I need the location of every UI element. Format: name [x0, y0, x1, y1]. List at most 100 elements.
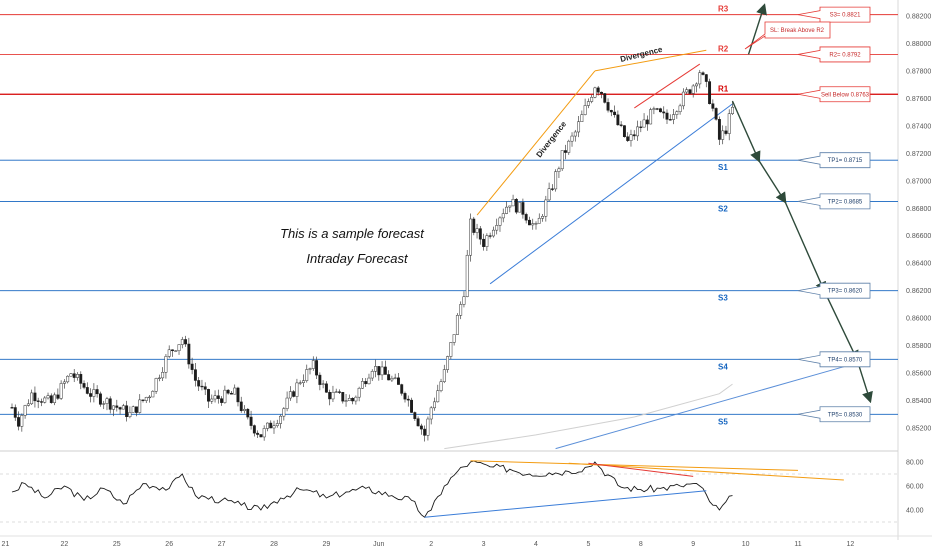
- callout-text-s1: TP1= 0.8715: [828, 158, 863, 164]
- forecast-arrow-segment: [731, 100, 761, 163]
- x-tick-label: 2: [429, 541, 433, 548]
- candle-body: [721, 130, 725, 140]
- candle-body: [338, 391, 341, 393]
- y-tick-label: 0.88000: [906, 41, 931, 48]
- candle-body: [577, 121, 581, 133]
- candle-body: [727, 113, 731, 134]
- candle-body: [262, 428, 266, 438]
- candle-body: [210, 398, 214, 402]
- y-tick-label: 0.87000: [906, 178, 931, 185]
- y-tick-label: 0.87400: [906, 123, 931, 130]
- candle-body: [95, 389, 99, 395]
- candle-body: [374, 366, 377, 372]
- candle-body: [259, 434, 263, 438]
- candle-body: [10, 407, 14, 409]
- callout-text-s3: TP3= 0.8620: [828, 289, 863, 295]
- callout-text-s4: TP4= 0.8570: [828, 357, 863, 363]
- candle-body: [416, 418, 420, 427]
- candle-body: [288, 391, 292, 399]
- y-tick-label: 0.85800: [906, 343, 931, 350]
- candle-body: [550, 188, 554, 190]
- level-label-s2: S2: [718, 204, 728, 213]
- candle-body: [659, 108, 662, 113]
- candle-body: [341, 392, 345, 402]
- callout-box: [797, 6, 871, 23]
- candle-body: [43, 397, 47, 403]
- candle-body: [711, 103, 715, 109]
- candle-body: [465, 254, 469, 297]
- candle-body: [436, 390, 440, 403]
- callout-text-s2: TP2= 0.8685: [828, 199, 863, 205]
- y-tick-label: 0.86600: [906, 233, 931, 240]
- candle-body: [691, 85, 695, 94]
- candle-body: [239, 401, 243, 411]
- candle-body: [547, 188, 551, 201]
- candle-body: [488, 235, 492, 237]
- forecast-arrow-segment: [758, 159, 787, 204]
- y-tick-label: 0.88200: [906, 14, 931, 21]
- level-label-s4: S4: [718, 362, 728, 371]
- candle-body: [586, 101, 590, 106]
- candle-body: [678, 105, 682, 113]
- candle-body: [665, 112, 669, 120]
- callout-text-r2: R2= 0.8792: [829, 52, 861, 58]
- candle-body: [645, 119, 649, 125]
- candle-body: [708, 81, 712, 104]
- level-label-r2: R2: [718, 44, 729, 53]
- candle-body: [40, 401, 43, 403]
- rsi-top-orange-1: [470, 460, 799, 471]
- candle-body: [311, 360, 315, 369]
- x-tick-label: 12: [847, 541, 855, 548]
- candle-body: [410, 399, 414, 413]
- candle-body: [252, 425, 256, 434]
- candle-body: [331, 391, 335, 400]
- candle-body: [596, 87, 600, 93]
- axes: 0.85200 0.85400 0.85600 0.85800 0.86000 0.862…: [2, 14, 932, 549]
- candle-body: [98, 393, 102, 405]
- candle-body: [387, 374, 391, 381]
- candle-body: [108, 398, 112, 410]
- callout-s2: TP2= 0.8685: [797, 193, 871, 210]
- candle-body: [675, 111, 679, 115]
- candle-body: [482, 238, 486, 247]
- candle-body: [144, 396, 148, 401]
- candle-body: [557, 168, 561, 172]
- callout-s1: TP1= 0.8715: [797, 152, 871, 169]
- candle-body: [256, 432, 260, 435]
- candle-body: [695, 83, 698, 87]
- candle-body: [475, 228, 479, 233]
- candle-body: [537, 217, 541, 224]
- candle-body: [46, 395, 50, 399]
- candle-body: [351, 398, 355, 402]
- candle-body: [619, 124, 623, 126]
- candle-body: [115, 405, 119, 408]
- candle-body: [668, 119, 672, 121]
- candle-body: [524, 214, 528, 221]
- level-label-s1: S1: [718, 163, 728, 172]
- candle-body: [393, 377, 397, 379]
- trendline-price-divergence-orange: [476, 70, 596, 216]
- y-tick-label: 0.85200: [906, 426, 931, 433]
- y-tick-label: 0.86400: [906, 261, 931, 268]
- x-tick-label: 26: [165, 541, 173, 548]
- candle-body: [151, 391, 155, 398]
- candle-body: [377, 366, 381, 376]
- rsi-panel: [0, 460, 898, 523]
- candle-body: [590, 96, 594, 102]
- candle-body: [92, 389, 96, 397]
- candle-body: [717, 119, 721, 140]
- candle-body: [367, 377, 371, 385]
- candle-body: [357, 387, 361, 398]
- candle-body: [560, 150, 564, 170]
- candle-body: [541, 216, 544, 219]
- candle-body: [344, 400, 348, 402]
- x-tick-label: 5: [586, 541, 590, 548]
- rsi-tick-label: 40.00: [906, 508, 924, 515]
- candle-body: [315, 360, 319, 376]
- candle-body: [642, 119, 646, 128]
- candle-body: [249, 416, 253, 426]
- trendlines: [444, 49, 851, 450]
- candle-body: [157, 377, 161, 379]
- candle-body: [193, 369, 197, 381]
